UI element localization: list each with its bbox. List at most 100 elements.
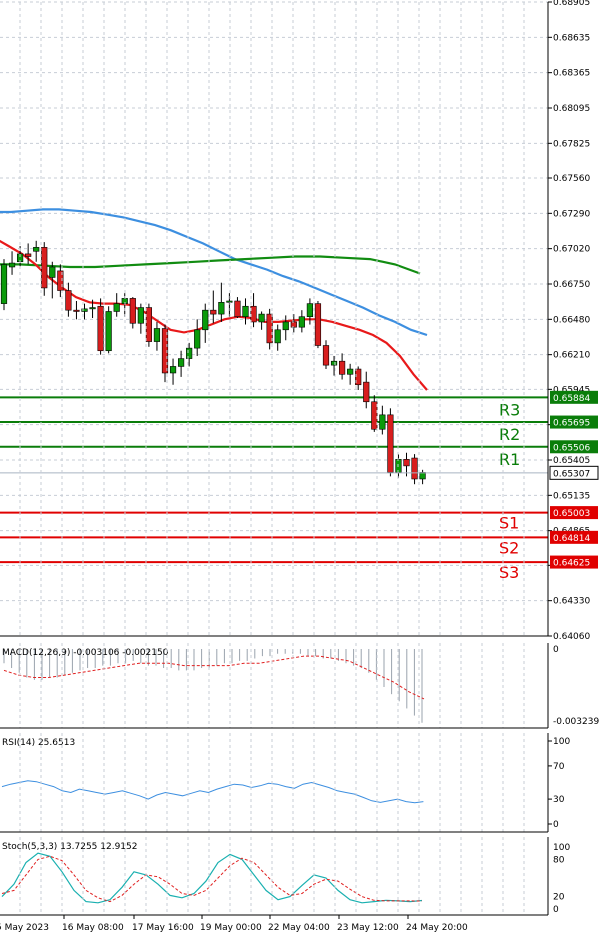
candle — [363, 371, 370, 409]
rsi-tick-label: 100 — [553, 737, 570, 747]
candle-body — [81, 308, 88, 312]
candle-body — [153, 328, 161, 342]
candle — [226, 293, 233, 317]
candle-body — [129, 298, 136, 324]
time-axis: 5 May 2023 16 May 08:00 17 May 16:00 19 May… — [0, 915, 468, 933]
level-price-tag-r1: 0.65506 — [550, 440, 598, 454]
candle-body — [411, 457, 418, 480]
price-tick-label: 0.68905 — [553, 0, 590, 8]
candle — [105, 306, 112, 354]
level-price-tag-s2: 0.64814 — [550, 530, 598, 544]
candle-body — [282, 321, 289, 331]
candle — [194, 319, 201, 356]
macd-tick-zero: 0 — [553, 645, 559, 655]
candle — [113, 293, 120, 317]
candle-body — [73, 309, 80, 312]
price-tick-label: 0.66210 — [553, 351, 590, 361]
candle-body — [194, 329, 201, 349]
candle-body — [145, 307, 153, 342]
price-tick-label: 0.67290 — [553, 209, 590, 219]
candle-body — [387, 414, 394, 473]
stoch-title: Stoch(5,3,3) 13.7255 12.9152 — [2, 842, 137, 852]
candle-body — [298, 316, 305, 328]
level-label-s1: S1 — [499, 514, 519, 533]
candle — [379, 405, 386, 435]
level-price-tag-r2: 0.65695 — [550, 415, 598, 429]
candle — [49, 261, 56, 299]
candle-body — [186, 347, 193, 359]
stoch-panel: 100 80 20 0 Stoch(5,3,3) 13.7255 12.9152 — [1, 842, 570, 915]
stoch-tick-label: 80 — [553, 855, 565, 865]
time-label: 24 May 20:00 — [406, 923, 468, 933]
time-label: 16 May 08:00 — [62, 923, 124, 933]
candle — [290, 314, 297, 333]
price-tick-label: 0.68635 — [553, 33, 590, 43]
price-tick-label: 0.65405 — [553, 456, 590, 466]
level-tag-bg — [550, 555, 598, 569]
price-tick-label: 0.67020 — [553, 245, 590, 255]
price-tick-label: 0.65945 — [553, 385, 590, 395]
level-tag-bg — [550, 440, 598, 454]
level-price-tag-s1: 0.65003 — [550, 506, 598, 520]
level-tag-bg — [550, 530, 598, 544]
candle — [282, 315, 289, 341]
level-price-tag-r3: 0.65884 — [550, 390, 598, 404]
candle-body — [161, 328, 169, 374]
candle — [145, 303, 153, 347]
candle — [338, 353, 346, 380]
price-tick-label: 0.68365 — [553, 69, 590, 79]
level-tag-text: 0.64814 — [553, 534, 590, 544]
rsi-panel: 100 70 30 0 RSI(14) 25.6513 — [1, 737, 570, 830]
macd-tick-min: -0.003239 — [553, 717, 599, 727]
candle-body — [290, 321, 297, 328]
candle-body — [65, 290, 72, 311]
macd-signal-line — [3, 655, 425, 700]
ma-green-line — [0, 255, 421, 275]
level-price-tag-s3: 0.64625 — [550, 555, 598, 569]
stoch-d-line — [1, 855, 423, 903]
stoch-k-line — [1, 852, 423, 904]
level-tag-text: 0.65506 — [553, 443, 590, 453]
candle — [153, 321, 161, 351]
candle — [330, 355, 338, 376]
rsi-tick-label: 70 — [553, 762, 565, 772]
candle — [298, 310, 305, 333]
candle — [306, 298, 314, 325]
price-tick-label: 0.68095 — [553, 104, 590, 114]
candle — [169, 358, 177, 385]
last-price-tag: 0.65307 — [549, 465, 599, 480]
price-tick-label: 0.64330 — [553, 597, 590, 607]
candle-body — [97, 305, 104, 352]
level-tag-bg — [550, 415, 598, 429]
time-label: 17 May 16:00 — [132, 923, 194, 933]
candle — [371, 395, 378, 432]
level-label-r1: R1 — [499, 450, 520, 469]
candle — [65, 282, 72, 317]
price-tick-label: 0.66480 — [553, 315, 590, 325]
candle-body — [347, 368, 354, 375]
price-tick-label: 0.64060 — [553, 632, 590, 642]
candle — [97, 298, 104, 355]
price-tick-label: 0.67560 — [553, 174, 590, 184]
candle-body — [202, 309, 209, 331]
level-label-r2: R2 — [499, 425, 520, 444]
candle-body — [371, 401, 378, 430]
macd-panel: MACD(12,26,9) -0.003106 -0.002150 0 -0.003… — [2, 645, 599, 727]
level-tag-bg — [550, 506, 598, 520]
stoch-tick-label: 20 — [553, 893, 565, 903]
candle — [218, 282, 225, 322]
candle-body — [33, 247, 40, 252]
candle-body — [49, 266, 56, 278]
level-tag-text: 0.65695 — [553, 419, 590, 429]
candle-body — [105, 311, 112, 352]
candle — [161, 324, 169, 383]
time-label: 5 May 2023 — [0, 923, 49, 933]
candle — [89, 299, 96, 319]
candle-body — [218, 302, 225, 315]
candle — [242, 298, 249, 325]
candle — [250, 293, 257, 328]
candle — [322, 340, 330, 370]
candle-body — [363, 381, 370, 403]
candle — [81, 303, 88, 320]
stoch-tick-label: 100 — [553, 843, 570, 853]
